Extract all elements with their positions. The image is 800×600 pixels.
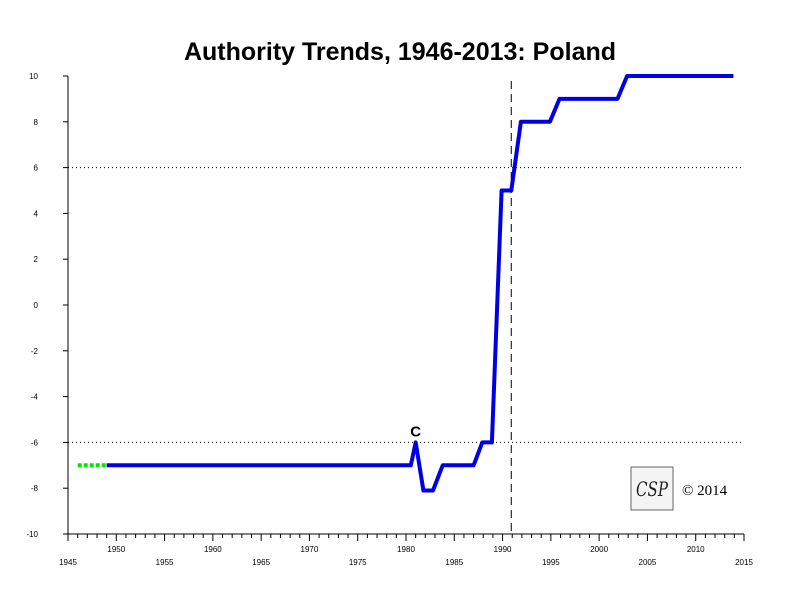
y-tick-label: -6 (31, 438, 39, 447)
y-tick-label: 10 (29, 72, 38, 81)
y-tick-label: -2 (31, 347, 39, 356)
x-tick-label: 2015 (735, 558, 753, 567)
csp-logo-text: CSP (636, 477, 668, 501)
x-tick-label: 1965 (252, 558, 270, 567)
x-tick-label: 1955 (156, 558, 174, 567)
x-tick-label: 1950 (107, 545, 125, 554)
x-tick-label: 1995 (542, 558, 560, 567)
copyright-text: © 2014 (682, 483, 728, 499)
x-tick-label: 1975 (349, 558, 367, 567)
csp-logo-icon (630, 466, 674, 511)
y-tick-label: 8 (34, 118, 39, 127)
y-tick-label: 6 (34, 164, 39, 173)
annotations: C (410, 423, 421, 440)
series-line-authority (106, 74, 734, 493)
x-tick-label: 1990 (494, 545, 512, 554)
x-tick-label: 2005 (639, 558, 657, 567)
y-tick-label: 2 (34, 255, 39, 264)
y-tick-label: -8 (31, 484, 39, 493)
y-tick-label: 4 (34, 209, 39, 218)
watermark: CSP © 2014 (630, 466, 728, 511)
axes: 10 8 6 4 2 0 -2 -4 -6 -8 -10 1945 1950 1955 1960 1965 19… (26, 72, 753, 567)
y-tick-label: -10 (26, 530, 38, 539)
annotation-label: C (410, 423, 421, 440)
x-tick-label: 1985 (445, 558, 463, 567)
chart-title: Authority Trends, 1946-2013: Poland (184, 38, 616, 66)
x-tick-label: 1960 (204, 545, 222, 554)
x-tick-label: 1980 (397, 545, 415, 554)
x-tick-label: 2010 (687, 545, 705, 554)
y-tick-label: 0 (34, 301, 39, 310)
reference-lines (68, 81, 744, 534)
y-tick-label: -4 (31, 393, 39, 402)
series-layer (77, 74, 734, 493)
x-tick-label: 1945 (59, 558, 77, 567)
x-tick-label: 1970 (301, 545, 319, 554)
x-tick-label: 2000 (590, 545, 608, 554)
